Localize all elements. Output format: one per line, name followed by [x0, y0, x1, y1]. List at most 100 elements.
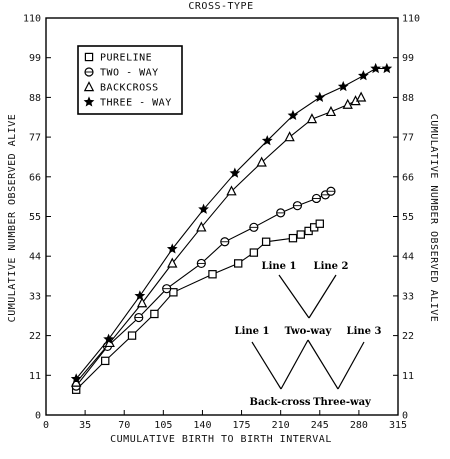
y-tick-label-right: 33 [402, 291, 414, 302]
y-tick-label-right: 22 [402, 331, 414, 342]
left-y-axis: 0 11 22 33 44 55 66 77 88 99 110 [23, 14, 51, 422]
x-tick-label: 315 [389, 420, 407, 431]
y-tick-label-left: 0 [35, 411, 41, 422]
data-point-backcross [196, 221, 207, 232]
data-point-three-way [261, 135, 273, 146]
y-tick-label-left: 99 [29, 53, 41, 64]
y-tick-label-right: 77 [402, 133, 414, 144]
diagram-label-two-way: Two-way [285, 326, 333, 337]
x-tick-label: 105 [154, 420, 172, 431]
cross-diagram: Line 1 Line 2 Two-way Line 1 Line 3 Back… [235, 261, 382, 408]
data-point-pureline [315, 219, 324, 228]
data-point-backcross [256, 156, 267, 167]
x-tick-label: 140 [193, 420, 211, 431]
y-tick-label-right: 44 [402, 252, 414, 263]
data-point-pureline [261, 237, 271, 246]
data-point-three-way [229, 167, 241, 178]
y-tick-label-right: 88 [402, 93, 414, 104]
data-point-two-way [220, 237, 230, 247]
y-tick-label-left: 55 [29, 212, 41, 223]
data-point-pureline [296, 230, 305, 239]
y-tick-label-left: 11 [29, 371, 41, 382]
diagram-label-line1-top: Line 1 [262, 261, 297, 272]
diagram-label-line2: Line 2 [314, 261, 349, 272]
data-point-three-way [166, 243, 178, 254]
diagram-line-l3-threeway [337, 341, 365, 390]
right-y-axis: 0 11 22 33 44 55 66 77 88 99 110 [393, 14, 420, 422]
y-tick-label-right: 0 [402, 411, 408, 422]
data-point-two-way [162, 284, 172, 294]
diagram-line-twoway-threeway [307, 339, 339, 390]
data-point-two-way [249, 222, 259, 232]
data-point-backcross [284, 131, 295, 142]
legend: PURELINE TWO - WAY BACKCROSS THREE - WAY [77, 45, 183, 115]
data-point-backcross [342, 98, 353, 109]
series-three-way [70, 62, 393, 384]
data-point-three-way [381, 62, 393, 74]
x-tick-label: 210 [272, 420, 290, 431]
diagram-line-l1-backcross [251, 341, 282, 390]
y-tick-label-left: 88 [29, 93, 41, 104]
y-tick-label-left: 77 [29, 133, 41, 144]
data-point-three-way [103, 333, 114, 344]
x-tick-label: 175 [233, 420, 251, 431]
data-point-three-way [314, 91, 326, 102]
x-tick-label: 35 [79, 420, 91, 431]
data-point-pureline [288, 233, 298, 243]
y-tick-label-right: 99 [402, 53, 414, 64]
y-tick-label-right: 55 [402, 212, 414, 223]
legend-label-pureline: PURELINE [100, 53, 152, 64]
y-tick-label-left: 22 [29, 331, 41, 342]
data-point-two-way [292, 201, 303, 211]
y-tick-label-right: 66 [402, 172, 414, 183]
data-point-two-way [326, 186, 336, 196]
data-point-backcross [325, 105, 337, 117]
data-point-pureline [234, 259, 243, 268]
legend-marker-three-way [83, 96, 95, 107]
y-tick-label-right: 110 [402, 14, 420, 25]
y-tick-label-right: 11 [402, 371, 414, 382]
data-point-three-way [70, 373, 82, 384]
diagram-label-line3: Line 3 [347, 326, 382, 337]
diagram-label-three-way: Three-way [313, 397, 372, 408]
y-tick-label-left: 66 [29, 172, 41, 183]
data-point-three-way [134, 290, 146, 301]
x-tick-label: 70 [118, 420, 130, 431]
y-tick-label-left: 44 [29, 252, 41, 263]
legend-label-two-way: TWO - WAY [100, 68, 159, 79]
x-tick-label: 245 [311, 420, 329, 431]
legend-label-three-way: THREE - WAY [100, 98, 172, 109]
series-layer [70, 62, 393, 394]
data-point-three-way [198, 203, 209, 214]
data-point-pureline [150, 309, 159, 319]
diagram-line-twoway-backcross [280, 339, 309, 390]
data-point-backcross [167, 257, 178, 268]
legend-marker-two-way [84, 67, 94, 77]
data-point-two-way [196, 258, 206, 269]
x-axis: 0 35 70 105 140 175 210 245 280 315 [43, 410, 407, 431]
x-tick-label: 0 [43, 420, 49, 431]
legend-marker-backcross [83, 81, 95, 92]
data-point-three-way [357, 70, 369, 81]
data-point-two-way [311, 193, 322, 204]
y-axis-label-left: CUMULATIVE NUMBER OBSERVED ALIVE [7, 114, 18, 323]
diagram-label-line1-bottom: Line 1 [235, 326, 270, 337]
y-tick-label-left: 33 [29, 291, 41, 302]
series-pureline [71, 219, 324, 394]
chart-title: CROSS-TYPE [188, 1, 253, 12]
data-point-pureline [249, 248, 259, 257]
data-point-pureline [127, 331, 137, 340]
legend-box [77, 45, 183, 115]
data-point-three-way [337, 80, 349, 92]
diagram-label-back-cross: Back-cross [250, 397, 311, 408]
y-tick-label-left: 110 [23, 14, 41, 25]
data-point-backcross [226, 185, 237, 196]
data-point-backcross [306, 113, 318, 124]
data-point-backcross [355, 91, 367, 102]
legend-label-backcross: BACKCROSS [100, 83, 159, 94]
x-axis-label: CUMULATIVE BIRTH TO BIRTH INTERVAL [110, 434, 332, 445]
diagram-line-l1-twoway [278, 274, 310, 319]
data-point-pureline [208, 270, 217, 279]
diagram-line-l2-twoway [308, 274, 337, 319]
